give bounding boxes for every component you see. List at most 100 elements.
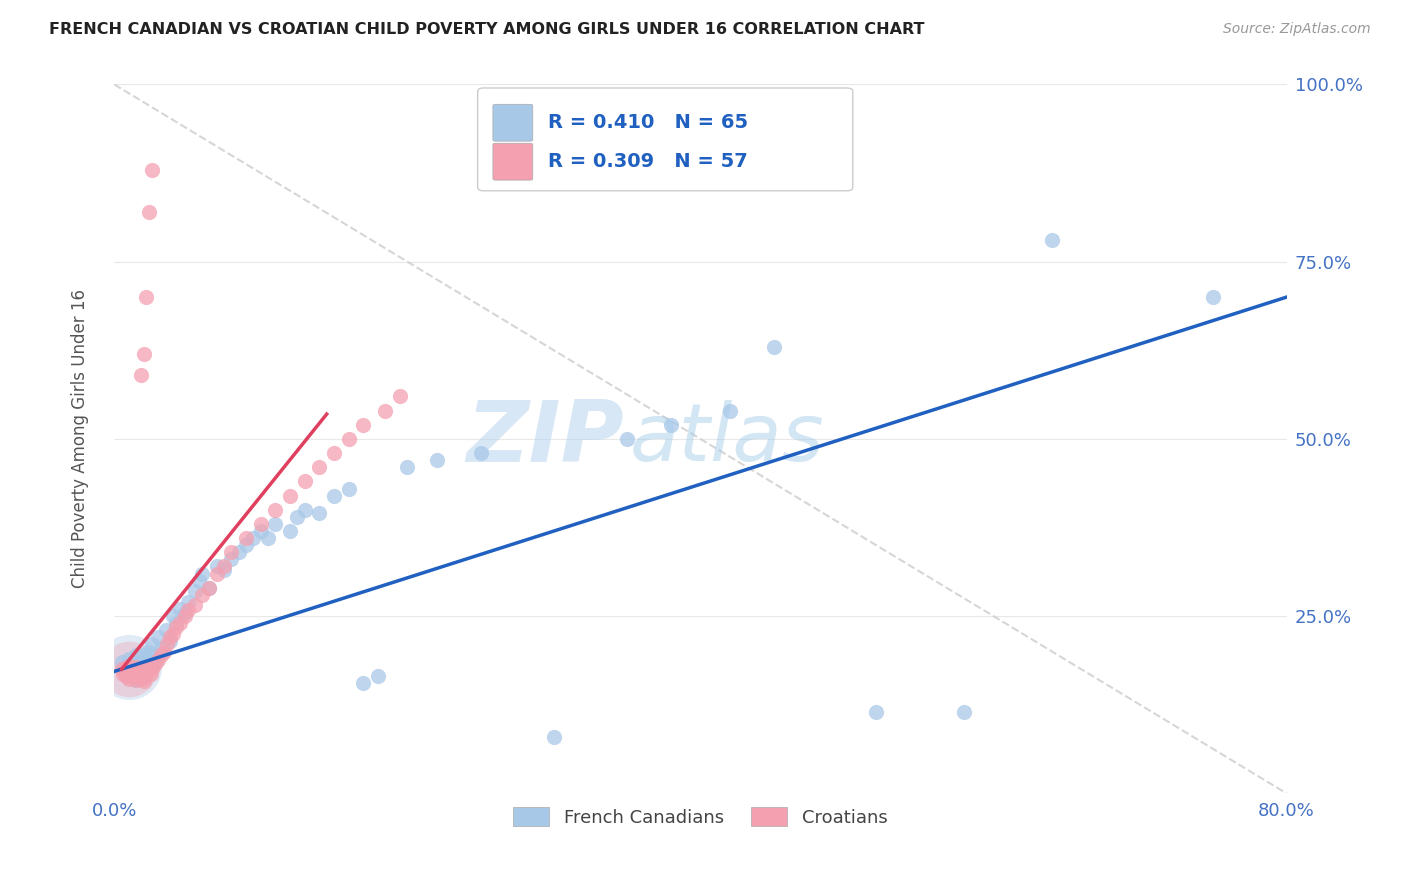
Point <box>184 599 207 613</box>
Point <box>128 662 150 676</box>
Legend: French Canadians, Croatians: French Canadians, Croatians <box>506 800 894 834</box>
Point <box>127 667 149 681</box>
Point <box>235 531 257 545</box>
Point <box>129 368 152 383</box>
Point <box>294 503 316 517</box>
Point <box>367 669 389 683</box>
Point <box>132 662 155 676</box>
Text: atlas: atlas <box>630 400 825 478</box>
Point <box>120 665 142 680</box>
Point <box>165 616 187 631</box>
Point <box>616 432 638 446</box>
Point <box>162 627 184 641</box>
Point <box>138 205 160 219</box>
Point <box>162 609 184 624</box>
Point <box>118 658 141 673</box>
Point <box>132 347 155 361</box>
Point <box>191 588 214 602</box>
Point <box>132 648 155 662</box>
Point <box>235 538 257 552</box>
Point <box>155 624 177 638</box>
Point <box>659 417 682 432</box>
Point <box>221 545 243 559</box>
Text: FRENCH CANADIAN VS CROATIAN CHILD POVERTY AMONG GIRLS UNDER 16 CORRELATION CHART: FRENCH CANADIAN VS CROATIAN CHILD POVERT… <box>49 22 925 37</box>
Point <box>1040 234 1063 248</box>
Point <box>139 648 162 662</box>
Point <box>148 631 170 645</box>
Point <box>135 665 157 679</box>
Point <box>278 524 301 538</box>
Point <box>221 552 243 566</box>
FancyBboxPatch shape <box>494 104 533 141</box>
Point <box>125 660 148 674</box>
Point <box>543 730 565 744</box>
Point <box>470 446 492 460</box>
Point <box>242 531 264 545</box>
Point <box>114 662 136 676</box>
Point <box>125 673 148 687</box>
Point <box>191 566 214 581</box>
Point <box>173 609 195 624</box>
Point <box>212 563 235 577</box>
Text: Source: ZipAtlas.com: Source: ZipAtlas.com <box>1223 22 1371 37</box>
Point <box>110 655 132 669</box>
Point <box>124 662 146 676</box>
Point <box>165 620 187 634</box>
Point <box>131 665 153 680</box>
Point <box>374 403 396 417</box>
Point <box>205 559 228 574</box>
Point <box>139 667 162 681</box>
Point <box>1202 290 1225 304</box>
Point <box>308 506 330 520</box>
Point <box>352 417 374 432</box>
Point <box>118 662 141 676</box>
Text: ZIP: ZIP <box>467 398 624 481</box>
Point <box>141 638 163 652</box>
Point <box>135 662 157 676</box>
Point <box>173 606 195 620</box>
Point <box>953 705 976 719</box>
Text: R = 0.309   N = 57: R = 0.309 N = 57 <box>548 153 748 171</box>
Point <box>118 651 141 665</box>
Point <box>426 453 449 467</box>
Point <box>115 669 138 683</box>
Point <box>117 660 139 674</box>
Point <box>150 640 173 655</box>
Point <box>118 660 141 674</box>
Point <box>249 516 271 531</box>
Point <box>865 705 887 719</box>
Point <box>150 648 173 662</box>
FancyBboxPatch shape <box>478 88 853 191</box>
Point <box>148 653 170 667</box>
Point <box>118 662 141 676</box>
Point <box>118 672 141 686</box>
Point <box>352 676 374 690</box>
Point <box>205 566 228 581</box>
Point <box>264 516 287 531</box>
Point <box>122 669 145 683</box>
Point <box>762 340 785 354</box>
Point <box>115 658 138 673</box>
Point <box>129 665 152 679</box>
Point <box>134 653 156 667</box>
FancyBboxPatch shape <box>494 144 533 180</box>
Point <box>337 482 360 496</box>
Point <box>176 595 198 609</box>
Point <box>718 403 741 417</box>
Point <box>134 669 156 683</box>
Point <box>257 531 280 545</box>
Point <box>125 673 148 687</box>
Point <box>141 162 163 177</box>
Point <box>323 489 346 503</box>
Point <box>131 657 153 672</box>
Point <box>287 509 309 524</box>
Point <box>278 489 301 503</box>
Point <box>188 574 211 588</box>
Point <box>176 603 198 617</box>
Point <box>112 667 135 681</box>
Point <box>121 662 143 676</box>
Point <box>124 665 146 679</box>
Point <box>128 660 150 674</box>
Point <box>114 665 136 679</box>
Point <box>169 616 191 631</box>
